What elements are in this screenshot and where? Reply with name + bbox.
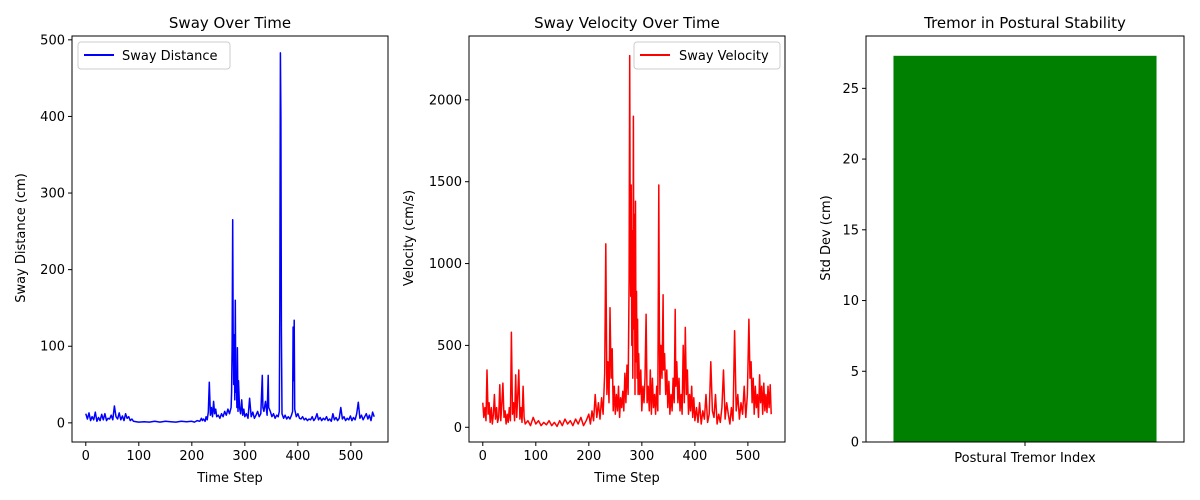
- y-tick-label: 25: [842, 82, 859, 97]
- x-tick-label: 0: [479, 449, 487, 464]
- chart-sway-distance: Sway Over Time Time Step Sway Distance (…: [14, 14, 389, 486]
- series-line: [85, 52, 375, 423]
- x-axis-label: Time Step: [593, 471, 660, 486]
- legend-box: [77, 41, 231, 70]
- plot-area: [893, 55, 1157, 443]
- y-axis-label: Sway Distance (cm): [14, 173, 29, 303]
- chart-title: Tremor in Postural Stability: [923, 14, 1126, 32]
- chart-title: Sway Velocity Over Time: [534, 14, 720, 32]
- x-tick-label: 200: [576, 449, 601, 464]
- y-tick-label: 500: [40, 33, 65, 48]
- plot-area: [482, 54, 772, 428]
- y-tick-label: 400: [40, 110, 65, 125]
- axis-ticks: 0 100 200 300 400 500 0 500 1000 1500 2000: [429, 93, 760, 464]
- y-tick-label: 2000: [429, 93, 462, 108]
- y-axis-label: Std Dev (cm): [819, 195, 834, 281]
- legend: Sway Velocity: [633, 41, 781, 70]
- axes-frame: [468, 35, 786, 443]
- x-tick-label: 300: [232, 449, 257, 464]
- axis-ticks: 0 100 200 300 400 500 0 100 200 300 400 500: [40, 33, 363, 464]
- x-tick-label: 500: [338, 449, 363, 464]
- legend-label: Sway Velocity: [679, 49, 769, 64]
- y-tick-label: 300: [40, 187, 65, 202]
- y-tick-label: 15: [842, 223, 859, 238]
- y-axis-label: Velocity (cm/s): [402, 190, 417, 286]
- chart-title: Sway Over Time: [169, 14, 291, 32]
- y-tick-label: 0: [851, 436, 859, 451]
- x-tick-label: Postural Tremor Index: [954, 451, 1096, 466]
- series-line: [482, 54, 772, 428]
- plot-area: [85, 52, 375, 423]
- legend-label: Sway Distance: [122, 49, 218, 64]
- y-tick-label: 1000: [429, 257, 462, 272]
- x-axis-label: Time Step: [196, 471, 263, 486]
- y-tick-label: 5: [851, 365, 859, 380]
- y-tick-label: 10: [842, 294, 859, 309]
- x-tick-label: 300: [629, 449, 654, 464]
- chart-tremor: Tremor in Postural Stability Std Dev (cm…: [819, 14, 1185, 466]
- y-tick-label: 200: [40, 263, 65, 278]
- x-tick-label: 400: [682, 449, 707, 464]
- y-tick-label: 100: [40, 340, 65, 355]
- axes-frame: [71, 35, 389, 443]
- y-tick-label: 0: [454, 421, 462, 436]
- legend-box: [633, 41, 781, 70]
- y-tick-label: 1500: [429, 175, 462, 190]
- axis-ticks: 0 5 10 15 20 25 Postural Tremor Index: [842, 82, 1096, 466]
- x-tick-label: 100: [523, 449, 548, 464]
- y-tick-label: 0: [57, 416, 65, 431]
- x-tick-label: 100: [126, 449, 151, 464]
- y-tick-label: 20: [842, 153, 859, 168]
- bar: [893, 55, 1157, 443]
- x-tick-label: 200: [179, 449, 204, 464]
- y-tick-label: 500: [437, 339, 462, 354]
- chart-sway-velocity: Sway Velocity Over Time Time Step Veloci…: [402, 14, 786, 486]
- legend: Sway Distance: [77, 41, 231, 70]
- x-tick-label: 500: [735, 449, 760, 464]
- axes-frame: [865, 35, 1185, 443]
- x-tick-label: 400: [285, 449, 310, 464]
- x-tick-label: 0: [82, 449, 90, 464]
